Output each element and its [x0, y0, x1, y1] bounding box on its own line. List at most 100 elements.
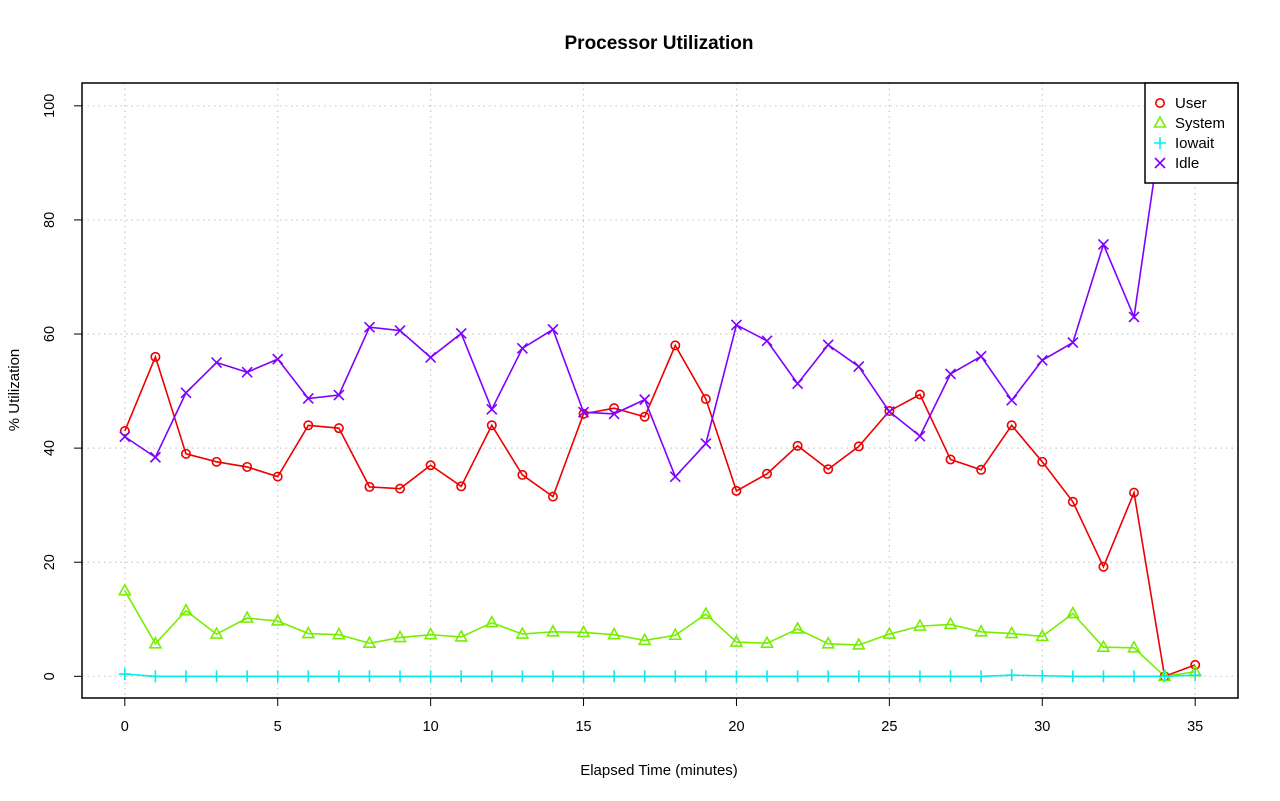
series-line-system [124, 590, 1196, 678]
data-point-system-17 [637, 632, 652, 646]
data-point-idle-20 [730, 319, 743, 331]
data-point-iowait-34 [1158, 670, 1171, 683]
data-point-iowait-1 [149, 670, 162, 683]
series-line-user [124, 343, 1196, 678]
y-tick-label-4: 80 [42, 212, 58, 228]
data-point-user-27 [945, 454, 956, 465]
legend-label-user: User [1175, 95, 1207, 112]
data-point-user-25 [884, 406, 895, 417]
data-point-iowait-27 [944, 670, 957, 683]
legend-marker-idle [1154, 157, 1166, 169]
data-point-idle-1 [149, 451, 161, 463]
data-point-iowait-7 [332, 670, 345, 683]
data-point-system-14 [546, 624, 560, 637]
data-point-iowait-28 [975, 670, 988, 683]
data-point-system-32 [1096, 639, 1111, 653]
data-point-user-32 [1098, 561, 1109, 572]
data-point-user-35 [1190, 659, 1201, 670]
data-point-user-3 [211, 456, 222, 467]
data-point-idle-32 [1097, 238, 1110, 251]
data-point-idle-24 [853, 360, 865, 373]
data-point-system-4 [240, 610, 254, 623]
data-point-system-26 [913, 618, 927, 631]
data-point-iowait-23 [822, 670, 835, 683]
legend-label-idle: Idle [1175, 155, 1199, 172]
data-point-user-16 [609, 403, 620, 414]
data-point-user-12 [486, 420, 497, 431]
x-tick-label-3: 15 [575, 719, 591, 735]
data-point-user-30 [1037, 456, 1048, 467]
data-point-iowait-10 [424, 670, 437, 683]
legend: User System Iowait Idle [1144, 82, 1239, 184]
data-point-iowait-5 [271, 670, 284, 683]
x-tick-label-7: 35 [1187, 719, 1203, 735]
data-point-user-13 [517, 469, 528, 480]
data-point-idle-33 [1128, 311, 1140, 323]
data-point-idle-15 [577, 406, 590, 418]
series-markers [117, 100, 1203, 683]
data-point-iowait-19 [699, 670, 712, 683]
series-line-idle [124, 104, 1196, 479]
data-point-system-15 [576, 624, 591, 638]
data-point-idle-23 [822, 339, 834, 351]
data-point-iowait-14 [546, 670, 559, 683]
data-point-user-5 [272, 471, 283, 482]
data-point-idle-6 [302, 392, 314, 405]
data-point-iowait-18 [669, 670, 682, 683]
x-tick-label-2: 10 [423, 719, 439, 735]
data-point-user-18 [670, 340, 681, 351]
data-point-iowait-29 [1005, 669, 1018, 682]
data-point-user-7 [333, 423, 344, 434]
data-point-system-9 [393, 629, 407, 643]
data-point-user-31 [1067, 496, 1078, 507]
data-point-idle-13 [516, 342, 528, 354]
data-point-idle-11 [455, 327, 467, 340]
data-point-idle-29 [1006, 394, 1018, 406]
x-tick-label-5: 25 [881, 719, 897, 735]
data-point-idle-12 [486, 403, 498, 415]
data-point-system-1 [148, 636, 163, 649]
y-tick-label-2: 40 [42, 440, 58, 456]
data-point-system-30 [1035, 628, 1050, 642]
data-point-user-9 [395, 483, 406, 494]
data-point-iowait-20 [730, 670, 743, 683]
data-point-system-20 [729, 634, 744, 647]
data-point-iowait-26 [913, 670, 926, 683]
data-point-idle-3 [210, 356, 223, 369]
data-point-idle-18 [669, 471, 681, 483]
x-tick-label-1: 5 [274, 719, 282, 735]
legend-label-system: System [1175, 115, 1225, 132]
data-point-user-23 [823, 464, 834, 475]
data-point-user-2 [180, 448, 191, 459]
data-point-idle-7 [333, 389, 345, 401]
data-point-system-21 [760, 635, 774, 649]
data-point-system-7 [332, 627, 346, 640]
data-point-iowait-32 [1097, 670, 1110, 683]
data-point-system-5 [270, 613, 285, 626]
data-point-idle-9 [394, 325, 406, 337]
data-point-iowait-22 [791, 670, 804, 683]
y-tick-label-5: 100 [42, 94, 58, 118]
data-point-user-24 [853, 441, 864, 452]
data-point-system-0 [117, 583, 132, 596]
data-point-user-29 [1006, 420, 1017, 431]
data-point-system-27 [943, 616, 958, 630]
data-point-idle-8 [363, 321, 376, 333]
data-point-user-15 [578, 408, 589, 419]
x-tick-label-6: 30 [1034, 719, 1050, 735]
data-point-user-28 [976, 464, 987, 475]
data-point-system-12 [484, 615, 499, 628]
data-point-idle-21 [761, 335, 773, 347]
data-point-iowait-31 [1066, 670, 1079, 683]
y-tick-label-1: 20 [42, 554, 58, 570]
data-point-iowait-12 [485, 670, 498, 683]
chart-title: Processor Utilization [565, 33, 754, 54]
legend-marker-iowait [1154, 137, 1166, 149]
data-point-idle-0 [119, 431, 131, 443]
data-point-system-6 [301, 625, 316, 639]
y-tick-label-0: 0 [42, 672, 58, 680]
data-point-idle-28 [975, 350, 987, 362]
data-point-idle-25 [883, 406, 895, 418]
